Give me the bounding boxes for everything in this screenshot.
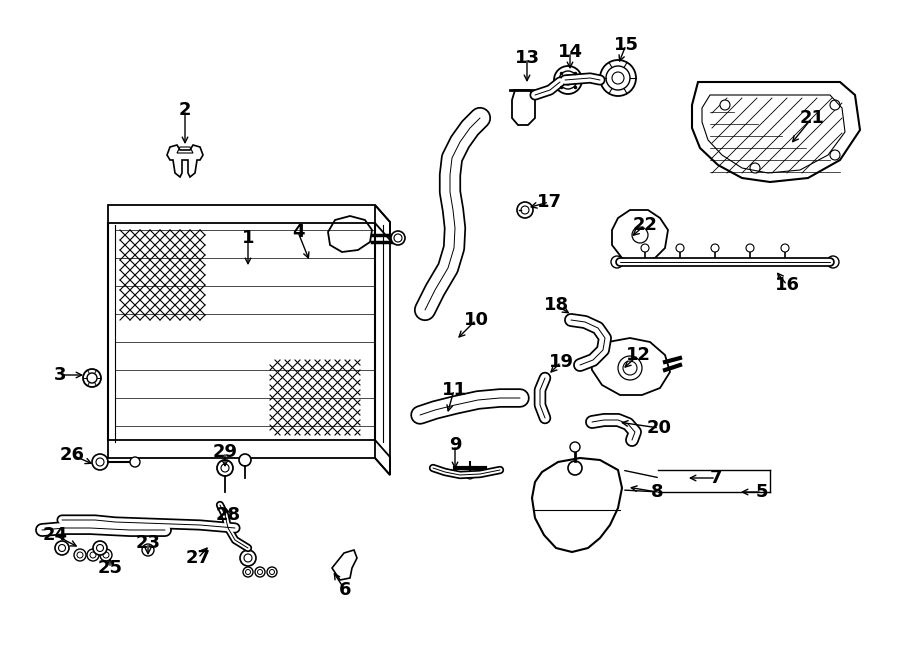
Circle shape	[391, 231, 405, 245]
Text: 7: 7	[710, 469, 722, 487]
Text: 18: 18	[544, 296, 569, 314]
Text: 29: 29	[212, 443, 238, 461]
Text: 4: 4	[292, 223, 304, 241]
Text: 9: 9	[449, 436, 461, 454]
Circle shape	[87, 549, 99, 561]
Text: 20: 20	[646, 419, 671, 437]
Circle shape	[217, 460, 233, 476]
Circle shape	[827, 256, 839, 268]
Circle shape	[92, 454, 108, 470]
Text: 12: 12	[626, 346, 651, 364]
Circle shape	[830, 100, 840, 110]
Circle shape	[606, 66, 630, 90]
Text: 28: 28	[215, 506, 240, 524]
Text: 26: 26	[59, 446, 85, 464]
Circle shape	[517, 202, 533, 218]
Text: 15: 15	[614, 36, 638, 54]
Circle shape	[239, 454, 251, 466]
Circle shape	[243, 567, 253, 577]
Circle shape	[466, 471, 474, 479]
Circle shape	[568, 461, 582, 475]
Text: 2: 2	[179, 101, 191, 119]
Text: 5: 5	[756, 483, 769, 501]
Circle shape	[781, 244, 789, 252]
Circle shape	[676, 244, 684, 252]
Text: 19: 19	[548, 353, 573, 371]
Circle shape	[600, 60, 636, 96]
Circle shape	[240, 550, 256, 566]
Text: 24: 24	[42, 526, 68, 544]
Circle shape	[100, 549, 112, 561]
Text: 8: 8	[651, 483, 663, 501]
Circle shape	[641, 244, 649, 252]
Text: 14: 14	[557, 43, 582, 61]
Text: 11: 11	[442, 381, 466, 399]
Circle shape	[746, 244, 754, 252]
Text: 21: 21	[799, 109, 824, 127]
Circle shape	[142, 544, 154, 556]
Circle shape	[554, 66, 582, 94]
Text: 13: 13	[515, 49, 539, 67]
Circle shape	[750, 163, 760, 173]
Text: 27: 27	[185, 549, 211, 567]
Circle shape	[255, 567, 265, 577]
Circle shape	[830, 150, 840, 160]
Text: 16: 16	[775, 276, 799, 294]
Circle shape	[130, 457, 140, 467]
Circle shape	[55, 541, 69, 555]
Text: 6: 6	[338, 581, 351, 599]
Circle shape	[611, 256, 623, 268]
Text: 22: 22	[633, 216, 658, 234]
Circle shape	[267, 567, 277, 577]
Text: 10: 10	[464, 311, 489, 329]
Circle shape	[618, 356, 642, 380]
Text: 3: 3	[54, 366, 67, 384]
Circle shape	[570, 442, 580, 452]
Text: 23: 23	[136, 534, 160, 552]
Circle shape	[93, 541, 107, 555]
Circle shape	[83, 369, 101, 387]
Text: 25: 25	[97, 559, 122, 577]
Circle shape	[559, 71, 577, 89]
Circle shape	[632, 227, 648, 243]
Circle shape	[74, 549, 86, 561]
Circle shape	[711, 244, 719, 252]
Text: 1: 1	[242, 229, 254, 247]
Text: 17: 17	[536, 193, 562, 211]
Circle shape	[720, 100, 730, 110]
